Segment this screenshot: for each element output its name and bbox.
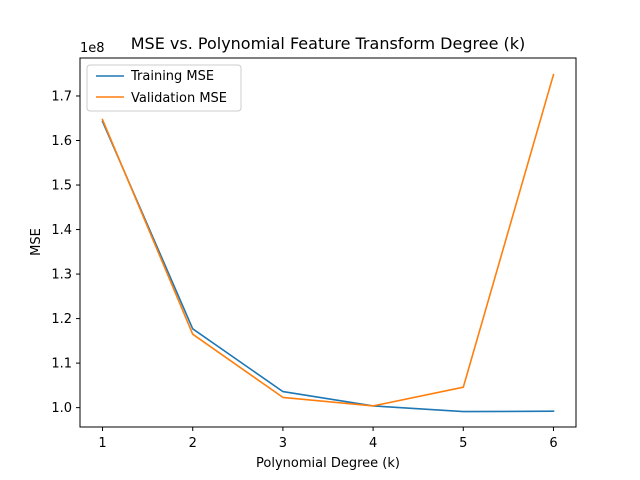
x-tick-label: 4 <box>369 436 377 451</box>
y-tick-label: 1.3 <box>51 268 72 283</box>
legend: Training MSE Validation MSE <box>86 64 242 112</box>
plot-area <box>79 57 577 428</box>
legend-label-validation: Validation MSE <box>131 91 227 106</box>
x-tick-label: 2 <box>189 436 197 451</box>
y-tick-label: 1.7 <box>51 89 72 104</box>
x-tick-label: 6 <box>549 436 557 451</box>
y-tick-label: 1.2 <box>51 312 72 327</box>
y-tick-label: 1.0 <box>51 401 72 416</box>
y-tick-label: 1.4 <box>51 223 72 238</box>
x-axis-ticks: 1 2 3 4 5 6 <box>98 427 558 451</box>
series-lines <box>101 73 555 413</box>
x-tick-label: 1 <box>98 436 106 451</box>
y-axis-ticks: 1.0 1.1 1.2 1.3 1.4 1.5 1.6 1.7 <box>51 89 80 416</box>
legend-frame <box>86 64 242 112</box>
series-line-training <box>101 120 555 413</box>
y-offset-label: 1e8 <box>80 41 105 56</box>
x-tick-label: 3 <box>279 436 287 451</box>
y-tick-label: 1.1 <box>51 357 72 372</box>
chart-title: MSE vs. Polynomial Feature Transform Deg… <box>131 34 526 53</box>
legend-label-training: Training MSE <box>130 69 214 84</box>
x-tick-label: 5 <box>459 436 467 451</box>
series-line-validation <box>101 73 555 407</box>
y-axis-label: MSE <box>29 228 44 256</box>
y-tick-label: 1.5 <box>51 179 72 194</box>
x-axis-label: Polynomial Degree (k) <box>256 456 400 471</box>
y-tick-label: 1.6 <box>51 134 72 149</box>
